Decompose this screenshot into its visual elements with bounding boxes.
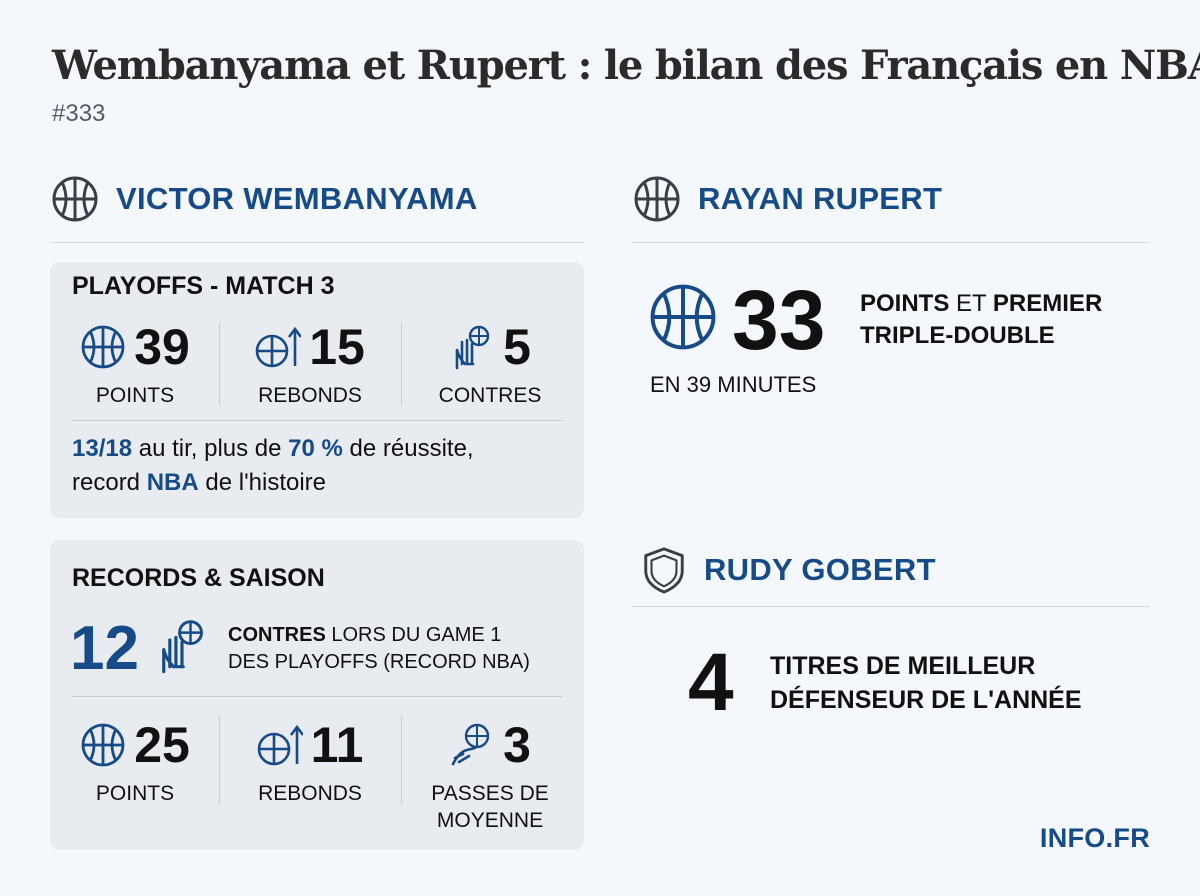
gobert-line1: TITRES DE MEILLEUR [770,652,1036,680]
stat-contres: 5 CONTRES [415,322,565,409]
stat-season-passes: 3 PASSES DE MOYENNE [415,720,565,835]
divider [72,696,562,697]
note-shots: 13/18 [72,435,133,462]
rebonds-label: REBONDS [258,384,362,407]
stat-season-rebonds: 11 REBONDS [235,720,385,807]
gobert-header: RUDY GOBERT [640,544,936,596]
rupert-text-mid: ET [949,290,993,317]
rebound-icon [255,326,302,368]
rupert-points-value: 33 [732,273,826,367]
playoffs-note: 13/18 au tir, plus de 70 % de réussite, … [72,432,572,499]
rupert-text-bold2: PREMIER [992,290,1103,317]
gobert-titles-value: 4 [688,637,734,728]
blocks-line2: DES PLAYOFFS (RECORD NBA) [228,651,530,673]
passes-label-line1: PASSES DE [431,782,549,805]
basketball-outline-icon [634,176,680,222]
note-text: de réussite, [342,435,474,462]
basketball-icon [650,284,716,350]
rupert-name: RAYAN RUPERT [698,181,943,216]
rupert-header: RAYAN RUPERT [632,174,942,224]
points-label: POINTS [95,384,175,407]
rupert-points-text: POINTS ET PREMIER TRIPLE-DOUBLE [860,288,1102,353]
playoffs-card: PLAYOFFS - MATCH 3 39 POINTS 15 [50,262,584,518]
season-rebonds-label: REBONDS [258,782,362,805]
basketball-icon [81,325,125,369]
season-passes-value: 3 [503,717,531,773]
records-title: RECORDS & SAISON [72,564,325,592]
season-rebonds-value: 11 [310,717,364,773]
contres-value: 5 [503,319,531,375]
season-points-label: POINTS [95,782,175,805]
divider [632,242,1150,243]
gobert-line2: DÉFENSEUR DE L'ANNÉE [770,685,1082,714]
stat-season-points: 25 POINTS [60,720,210,807]
note-text: au tir, plus de [132,435,289,462]
records-card: RECORDS & SAISON 12 CONTRES LORS DU GAME… [50,540,584,850]
contres-label: CONTRES [438,384,542,407]
rupert-minutes: EN 39 MINUTES [650,372,817,397]
brand-logo: INFO.FR [1039,823,1150,853]
blocks-record-text: CONTRES LORS DU GAME 1 DES PLAYOFFS (REC… [228,622,530,676]
points-value: 39 [134,319,190,375]
note-text: de l'histoire [198,468,327,496]
rebonds-value: 15 [309,319,365,375]
pass-hand-icon [451,723,490,766]
season-points-value: 25 [134,717,190,773]
stat-divider [219,322,220,406]
basketball-icon [81,723,125,767]
playoffs-title: PLAYOFFS - MATCH 3 [72,272,335,300]
blocks-line1: LORS DU GAME 1 [325,624,502,646]
rupert-text-bold: POINTS [860,290,950,317]
basketball-outline-icon [52,176,98,222]
stat-points: 39 POINTS [60,322,210,409]
shield-icon [644,547,684,594]
block-hand-icon [455,325,490,370]
blocks-bold: CONTRES [228,624,326,646]
stat-rebonds: 15 REBONDS [235,322,385,409]
block-hand-icon [162,620,203,674]
note-percent: 70 % [288,435,343,462]
divider [72,420,562,421]
divider [632,606,1150,607]
gobert-name: RUDY GOBERT [704,552,936,587]
wembanyama-header: VICTOR WEMBANYAMA [50,174,478,224]
page-title: Wembanyama et Rupert : le bilan des Fran… [52,42,1200,89]
stat-divider [401,716,402,804]
blocks-record-value: 12 [70,614,139,683]
issue-number: #333 [52,100,106,127]
divider [50,242,584,243]
note-nba: NBA [146,468,199,496]
rupert-text-line2: TRIPLE-DOUBLE [860,322,1055,350]
season-passes-label: PASSES DE MOYENNE [415,780,565,835]
passes-label-line2: MOYENNE [436,809,544,833]
note-text: record [72,468,147,496]
stat-divider [219,716,220,804]
stat-divider [401,322,402,406]
wembanyama-name: VICTOR WEMBANYAMA [116,181,478,216]
gobert-titles-text: TITRES DE MEILLEUR DÉFENSEUR DE L'ANNÉE [770,650,1082,718]
rebound-icon [257,724,303,766]
